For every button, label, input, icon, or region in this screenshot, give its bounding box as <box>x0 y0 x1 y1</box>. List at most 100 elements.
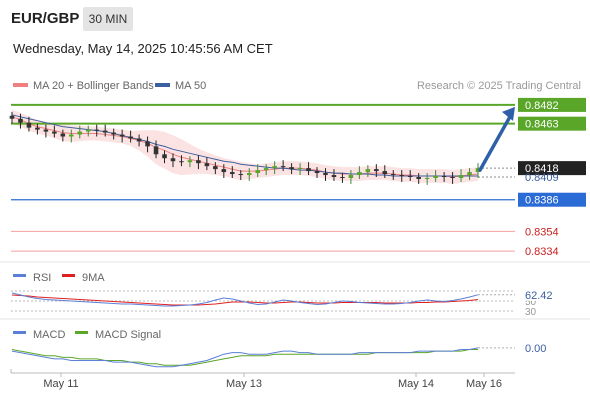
candle-body <box>272 166 277 169</box>
level-label-0.8409: 0.8409 <box>525 172 559 184</box>
ma50-legend-swatch <box>155 83 170 87</box>
candle-body <box>60 133 66 137</box>
candle-body <box>204 163 210 167</box>
candle-body <box>433 176 438 178</box>
rsi-ma-legend-swatch <box>62 274 75 277</box>
candle-body <box>416 177 421 179</box>
macd-legend-swatch <box>13 331 26 334</box>
candle-body <box>390 174 396 176</box>
candle-body <box>102 130 108 133</box>
candle-body <box>43 129 49 132</box>
candle-body <box>399 175 405 177</box>
candle-body <box>162 154 167 159</box>
ma20-line <box>11 116 479 178</box>
candle-body <box>213 166 218 170</box>
candle-body <box>170 158 176 162</box>
projection-arrow-head <box>502 106 515 121</box>
candle-body <box>365 169 371 173</box>
candle-body <box>94 129 100 131</box>
candle-body <box>187 160 193 163</box>
level-label-0.8354: 0.8354 <box>525 226 559 238</box>
bollinger-band <box>12 109 478 184</box>
level-label-bg-0.8482 <box>518 97 586 112</box>
candle-body <box>289 167 294 170</box>
level-label-0.8418: 0.8418 <box>525 163 559 175</box>
rsi-9ma-line <box>11 294 479 306</box>
macd-signal-legend-swatch <box>75 331 88 334</box>
candle-body <box>111 132 116 135</box>
candle-body <box>331 175 337 178</box>
candle-body <box>263 168 269 171</box>
level-label-bg-0.8418 <box>518 161 586 176</box>
price-plot <box>9 103 515 252</box>
x-axis: May 11 May 13 May 14 May 16 <box>10 369 502 390</box>
level-label-0.8463: 0.8463 <box>525 119 559 131</box>
candle-body <box>323 173 328 176</box>
candle-body <box>196 160 201 164</box>
candle-body <box>52 131 57 134</box>
candle-body <box>348 175 354 178</box>
rsi-tick-50: 50 <box>525 297 537 308</box>
candle-body <box>18 118 23 123</box>
timeframe-button[interactable]: 30 MIN <box>83 7 133 31</box>
report-datetime: Wednesday, May 14, 2025 10:45:56 AM CET <box>13 41 273 56</box>
macd-line <box>11 347 479 368</box>
candle-body <box>136 138 142 142</box>
macd-plot: 0.00 <box>11 343 546 368</box>
macd-signal-line <box>11 349 478 366</box>
rsi-legend-swatch <box>13 274 26 277</box>
level-label-0.8482: 0.8482 <box>525 100 559 112</box>
rsi-current-bg <box>520 287 556 301</box>
candle-body <box>280 166 286 168</box>
rsi-current-value: 62.42 <box>525 290 553 302</box>
rsi-ma-legend-label: 9MA <box>82 272 105 284</box>
level-label-0.8334: 0.8334 <box>525 246 559 258</box>
level-label-bg-0.8386 <box>518 192 586 207</box>
macd-current-value: 0.00 <box>525 343 546 355</box>
candle-body <box>246 173 252 176</box>
ma50-legend-label: MA 50 <box>175 80 206 92</box>
x-tick-label: May 14 <box>398 378 434 390</box>
candle-body <box>306 168 311 172</box>
rsi-legend-label: RSI <box>33 272 51 284</box>
candle-body <box>407 176 413 178</box>
macd-signal-legend-label: MACD Signal <box>95 329 161 341</box>
candle-body <box>119 134 125 137</box>
candle-body <box>297 168 303 170</box>
candles <box>9 111 481 185</box>
candle-body <box>441 176 447 178</box>
candle-body <box>467 172 472 176</box>
rsi-legend: RSI 9MA <box>13 272 105 284</box>
rsi-plot: 70503062.42 <box>11 287 556 318</box>
candle-body <box>85 129 91 132</box>
credit-text: Research © 2025 Trading Central <box>417 80 581 92</box>
candle-body <box>475 168 481 173</box>
candle-body <box>374 169 379 172</box>
candle-body <box>35 127 40 130</box>
candle-body <box>179 161 184 163</box>
x-tick-label: May 13 <box>226 378 262 390</box>
candle-body <box>340 177 345 179</box>
candle-body <box>153 146 159 155</box>
ma20-legend-label: MA 20 + Bollinger Bands <box>33 80 154 92</box>
rsi-line <box>11 292 479 307</box>
projection-arrow-shaft <box>478 113 513 172</box>
chart-header: EUR/GBP 30 MIN Wednesday, May 14, 2025 1… <box>0 0 590 72</box>
candle-body <box>357 172 362 176</box>
candle-body <box>382 171 388 175</box>
main-legend: MA 20 + Bollinger Bands MA 50 Research ©… <box>13 80 581 92</box>
macd-legend: MACD MACD Signal <box>13 329 161 341</box>
candle-body <box>26 122 32 128</box>
ma20-legend-swatch <box>13 83 28 87</box>
candle-body <box>450 177 455 179</box>
x-tick-label: May 16 <box>466 378 502 390</box>
candle-body <box>238 174 244 176</box>
candle-body <box>424 177 430 179</box>
macd-legend-label: MACD <box>33 329 65 341</box>
candle-body <box>230 172 235 175</box>
candle-body <box>9 115 15 119</box>
candle-body <box>458 175 464 178</box>
candle-body <box>77 131 83 135</box>
